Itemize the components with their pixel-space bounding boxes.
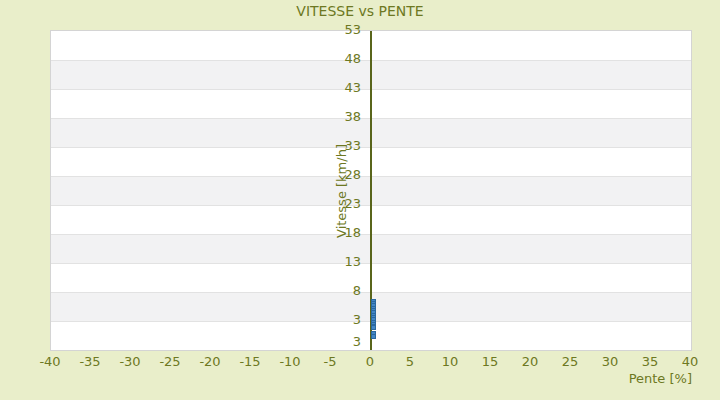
data-point-marker	[371, 334, 376, 339]
y-tick-label: 8	[50, 284, 361, 298]
y-tick-label: 33	[50, 139, 361, 153]
y-tick-label: 53	[50, 23, 361, 37]
y-axis-title: Vitesse [km/h]	[334, 144, 349, 238]
y-axis-bottom-label: 3	[50, 335, 361, 349]
y-tick-label: 13	[50, 255, 361, 269]
x-tick-label: 40	[660, 355, 720, 369]
y-tick-label: 38	[50, 110, 361, 124]
y-tick-label: 18	[50, 226, 361, 240]
x-axis-title: Pente [%]	[629, 371, 692, 386]
y-tick-label: 28	[50, 168, 361, 182]
y-tick-label: 23	[50, 197, 361, 211]
y-tick-label: 43	[50, 81, 361, 95]
chart-title: VITESSE vs PENTE	[0, 3, 720, 19]
y-tick-label: 3	[50, 313, 361, 327]
chart-container: VITESSE vs PENTE Vitesse [km/h] Pente [%…	[0, 0, 720, 400]
y-tick-label: 48	[50, 52, 361, 66]
plot-area	[50, 30, 692, 351]
